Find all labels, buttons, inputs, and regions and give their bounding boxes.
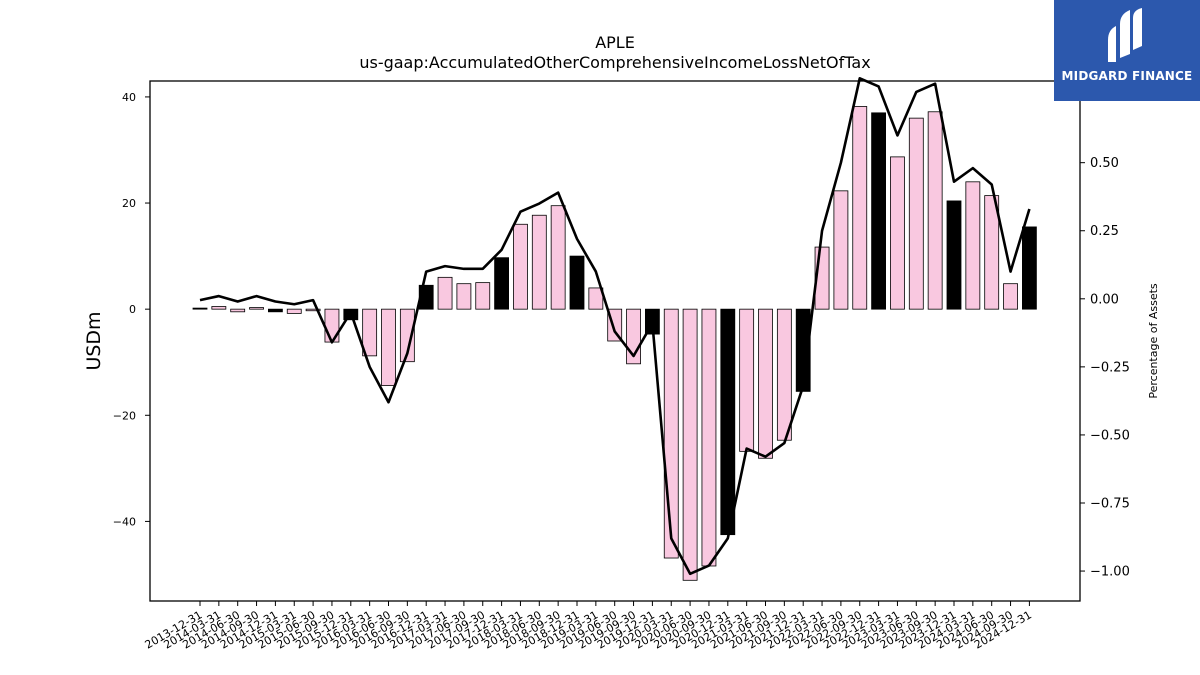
bar: [588, 287, 604, 310]
bar: [324, 308, 340, 343]
bar: [1022, 226, 1037, 310]
bar: [550, 205, 566, 310]
bar: [833, 190, 849, 310]
bar: [192, 307, 208, 310]
bar: [984, 195, 1000, 310]
y2-tick-label: 0.00: [1090, 292, 1119, 307]
bar: [890, 156, 905, 310]
bar: [965, 181, 981, 310]
bar: [230, 308, 246, 313]
bar: [946, 200, 962, 310]
brand-name: MIDGARD FINANCE: [1061, 69, 1193, 83]
brand-logo: MIDGARD FINANCE: [1054, 0, 1200, 101]
title-group: APLE us-gaap:AccumulatedOtherComprehensi…: [359, 33, 870, 72]
bar: [399, 308, 415, 363]
y2-axis-label: Percentage of Assets: [1147, 283, 1160, 399]
bar: [211, 306, 227, 310]
bar: [494, 257, 510, 310]
y2-tick-label: −0.75: [1090, 496, 1130, 511]
y-tick-label: 40: [122, 91, 136, 104]
bar: [758, 308, 773, 459]
y2-tick-label: 0.50: [1090, 156, 1119, 171]
bar: [682, 308, 698, 581]
bar: [531, 214, 547, 310]
bar: [663, 308, 679, 559]
y2-tick-label: −0.50: [1090, 428, 1130, 443]
bar: [249, 307, 264, 310]
y-tick-label: 0: [129, 303, 136, 316]
bar: [776, 308, 792, 441]
bar: [569, 255, 585, 310]
bar: [267, 308, 283, 313]
bar: [362, 308, 378, 357]
bar: [795, 308, 811, 392]
bar: [927, 111, 943, 310]
chart-subtitle: us-gaap:AccumulatedOtherComprehensiveInc…: [359, 53, 870, 72]
line-series: [199, 76, 1031, 576]
bar: [871, 112, 886, 310]
pct-assets-line: [199, 76, 1031, 576]
bar: [908, 117, 924, 310]
y-tick-label: 20: [122, 197, 136, 210]
bar-series: [192, 106, 1037, 581]
bar: [701, 308, 717, 567]
bar: [513, 223, 528, 310]
y-tick-label: −40: [113, 515, 136, 528]
bar: [720, 308, 736, 536]
bar: [286, 308, 302, 314]
bar: [305, 308, 321, 312]
x-axis: 2013-12-312014-03-312014-06-302014-09-30…: [143, 601, 1034, 652]
y2-tick-label: 0.25: [1090, 224, 1119, 239]
y-axis-right: −1.00−0.75−0.50−0.250.000.250.500.75: [1080, 88, 1130, 580]
bar: [739, 308, 755, 452]
y-axis-label: USDm: [83, 311, 105, 370]
midgard-logo-icon: [1108, 8, 1142, 62]
y-tick-label: −20: [113, 409, 136, 422]
bar: [381, 308, 396, 386]
bar: [852, 106, 868, 310]
bar: [475, 282, 491, 310]
bar: [437, 276, 453, 310]
bar: [456, 283, 472, 310]
y2-tick-label: −1.00: [1090, 565, 1130, 580]
chart-title: APLE: [595, 33, 635, 52]
y2-tick-label: −0.25: [1090, 360, 1130, 375]
y-axis-left: −40 −20 0 20 40: [113, 91, 150, 528]
bar: [1003, 283, 1018, 310]
